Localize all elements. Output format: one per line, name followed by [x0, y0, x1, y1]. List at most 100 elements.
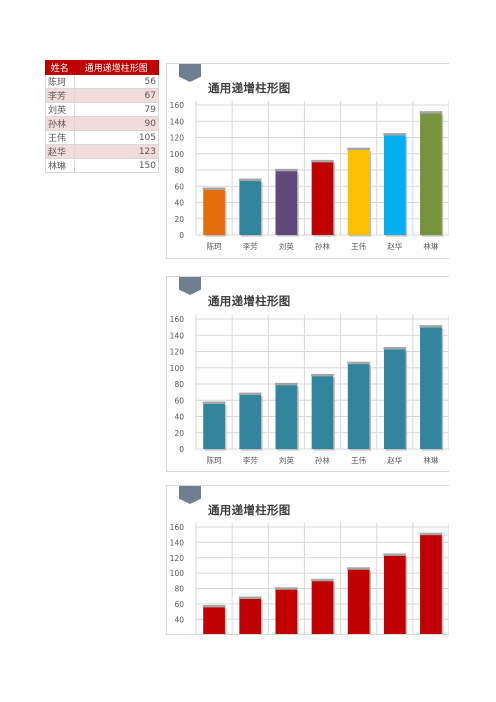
bar-fill: [275, 170, 298, 235]
cell-name: 陈珂: [45, 74, 75, 89]
y-tick-label: 40: [174, 199, 184, 208]
bar: [275, 168, 299, 237]
bar: [347, 147, 371, 237]
y-tick-label: 20: [174, 429, 184, 438]
bar: [383, 133, 408, 237]
chart-panel-teal: 通用递增柱形图 0 20 40 60 80 100 120 140 160 陈珂 李芳 刘英 孙林 王伟 赵…: [166, 276, 449, 472]
bar-cap: [202, 604, 226, 608]
table-row: 孙林 90: [45, 116, 160, 131]
bar-fill: [383, 135, 406, 235]
cell-name: 林琳: [45, 158, 75, 173]
cell-value: 90: [73, 116, 160, 131]
cell-name: 李芳: [45, 88, 75, 103]
bar: [275, 382, 299, 451]
data-table: 姓名 通用递增柱形图 陈珂 56 李芳 67 刘英 79 孙林 90 王伟 105 赵华 1…: [45, 60, 160, 173]
bar-fill: [239, 394, 262, 449]
bar-cap: [238, 392, 262, 396]
bar-fill: [311, 580, 334, 634]
x-tick-label: 孙林: [315, 455, 330, 465]
bar: [347, 567, 371, 634]
y-tick-label: 120: [170, 348, 185, 357]
bar: [383, 553, 408, 634]
x-tick-label: 李芳: [243, 241, 258, 251]
bar-fill: [203, 606, 225, 634]
cell-name: 刘英: [45, 102, 75, 117]
y-tick-label: 60: [174, 600, 184, 609]
cell-name: 孙林: [45, 116, 75, 131]
x-tick-label: 王伟: [351, 455, 366, 465]
cell-value: 150: [73, 158, 160, 173]
y-tick-label: 40: [174, 615, 184, 624]
bar-fill: [239, 180, 262, 235]
y-tick-label: 100: [170, 150, 185, 159]
y-tick-label: 120: [170, 134, 185, 143]
table-row: 王伟 105: [45, 130, 160, 145]
bar-cap: [202, 401, 226, 404]
bookmark-flag-icon: [179, 277, 201, 295]
bar-fill: [311, 161, 334, 235]
bar-fill: [383, 349, 406, 449]
bar-fill: [275, 589, 298, 634]
bar-fill: [239, 598, 262, 634]
x-tick-label: 赵华: [387, 241, 402, 251]
y-tick-label: 80: [174, 380, 184, 389]
chart-panel-red: 通用递增柱形图 40 60 80 100 120 140 160: [166, 485, 449, 635]
chart-title: 通用递增柱形图: [208, 81, 291, 95]
bar-fill: [347, 149, 370, 235]
x-tick-label: 陈珂: [207, 455, 222, 465]
bar-cap: [383, 133, 407, 136]
bar-cap: [311, 159, 334, 163]
y-tick-label: 60: [174, 182, 184, 191]
bar: [238, 178, 263, 237]
bar-cap: [347, 147, 370, 151]
bar-cap: [311, 373, 334, 377]
bar: [202, 401, 227, 451]
x-tick-label: 刘英: [279, 241, 294, 251]
x-tick-label: 李芳: [243, 455, 258, 465]
y-tick-label: 0: [179, 231, 184, 240]
x-tick-label: 陈珂: [207, 241, 222, 251]
x-tick-label: 孙林: [315, 241, 330, 251]
bookmark-flag-icon: [179, 486, 201, 504]
cell-name: 赵华: [45, 144, 75, 159]
bar-cap: [383, 553, 407, 556]
bar-cap: [347, 361, 370, 365]
cell-value: 67: [73, 88, 160, 103]
bar-fill: [203, 403, 225, 449]
bar-fill: [420, 534, 442, 634]
x-tick-label: 赵华: [387, 455, 402, 465]
bar-cap: [311, 578, 334, 582]
bar-cap: [275, 382, 298, 386]
y-tick-label: 20: [174, 215, 184, 224]
bar-fill: [275, 384, 298, 449]
bar-cap: [238, 596, 262, 599]
y-tick-label: 140: [170, 331, 185, 340]
x-tick-label: 刘英: [279, 455, 294, 465]
bar-cap: [419, 325, 443, 328]
bar: [238, 392, 263, 451]
y-tick-label: 120: [170, 554, 185, 563]
bar-cap: [275, 587, 298, 590]
bar-fill: [311, 375, 334, 449]
y-tick-label: 40: [174, 413, 184, 422]
table-row: 林琳 150: [45, 158, 160, 173]
y-tick-label: 100: [170, 364, 185, 373]
bar: [419, 325, 444, 451]
y-tick-label: 100: [170, 569, 185, 578]
bar-fill: [347, 363, 370, 449]
bar: [311, 159, 335, 237]
x-tick-label: 林琳: [423, 455, 438, 465]
bar: [238, 596, 263, 634]
header-name: 姓名: [45, 60, 75, 75]
bar-fill: [347, 569, 370, 634]
y-tick-label: 160: [170, 523, 185, 532]
bar: [419, 111, 444, 237]
y-tick-label: 160: [170, 315, 185, 324]
bar-cap: [347, 567, 370, 570]
bar-fill: [420, 113, 442, 235]
bar-fill: [203, 189, 225, 235]
bar: [275, 587, 299, 634]
chart-panel-multicolor: 通用递增柱形图 0 20 40 60 80 100 120 140 160 陈珂 李芳 刘英 孙林 王伟 赵…: [166, 63, 449, 259]
chart-title: 通用递增柱形图: [208, 294, 291, 308]
bar-fill: [420, 327, 442, 449]
